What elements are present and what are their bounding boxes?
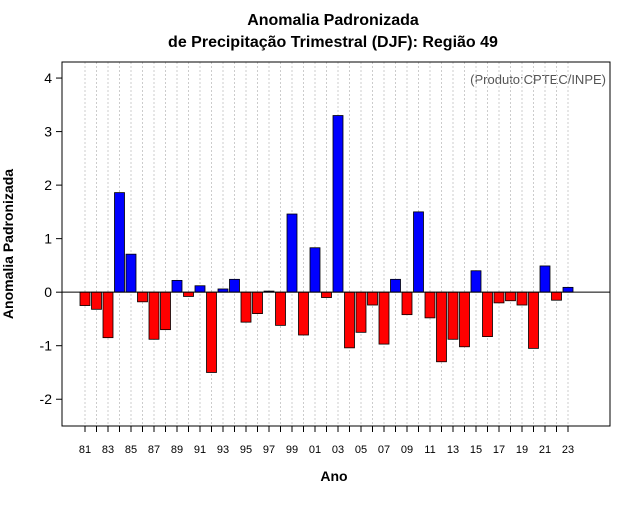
x-tick-label: 85	[125, 444, 137, 456]
bar-series	[79, 115, 574, 373]
bar-06	[367, 291, 378, 306]
bar-22	[551, 291, 562, 301]
x-tick-label: 09	[401, 444, 413, 456]
bar-13	[447, 291, 459, 340]
y-tick-label: 3	[44, 124, 52, 140]
bar-05	[355, 291, 367, 333]
bar-01	[309, 247, 321, 293]
bar-19	[516, 291, 528, 306]
bar-85	[125, 253, 137, 293]
bar-88	[160, 291, 171, 331]
x-tick-label: 87	[148, 444, 160, 456]
bar-98	[275, 291, 286, 326]
bar-23	[562, 286, 574, 293]
bar-11	[424, 291, 436, 319]
bar-87	[148, 291, 160, 340]
y-tick-label: 0	[44, 284, 52, 300]
bar-09	[401, 291, 413, 316]
x-tick-label: 83	[102, 444, 114, 456]
y-tick-label: 4	[44, 70, 52, 86]
x-tick-label: 81	[79, 444, 91, 456]
y-tick-label: -1	[40, 338, 53, 354]
y-tick-label: -2	[40, 391, 53, 407]
x-tick-label: 17	[493, 444, 505, 456]
x-tick-label: 19	[516, 444, 528, 456]
bar-16	[482, 291, 493, 338]
bar-84	[114, 192, 125, 293]
bar-91	[194, 285, 206, 293]
bar-89	[171, 279, 183, 293]
x-tick-label: 03	[332, 444, 344, 456]
x-tick-label: 01	[309, 444, 321, 456]
x-tick-label: 99	[286, 444, 298, 456]
grid-lines	[84, 62, 569, 426]
source-annotation: (Produto:CPTEC/INPE)	[470, 72, 606, 87]
bar-21	[539, 265, 551, 293]
bar-17	[493, 291, 505, 304]
x-tick-label: 05	[355, 444, 367, 456]
x-tick-label: 07	[378, 444, 390, 456]
bar-10	[413, 211, 424, 293]
x-tick-label: 91	[194, 444, 206, 456]
bar-82	[91, 291, 102, 310]
bar-02	[321, 291, 332, 298]
x-tick-label: 15	[470, 444, 482, 456]
bar-00	[298, 291, 309, 336]
bar-90	[183, 291, 194, 297]
x-tick-label: 23	[562, 444, 574, 456]
bar-95	[240, 291, 252, 323]
bar-18	[505, 291, 516, 302]
bar-12	[436, 291, 447, 363]
bar-96	[252, 291, 263, 314]
plot-frame	[61, 61, 611, 427]
chart-subtitle: de Precipitação Trimestral (DJF): Região…	[168, 34, 498, 51]
x-axis-title: Ano	[320, 468, 347, 484]
bar-20	[528, 291, 539, 349]
y-axis-title: Anomalia Padronizada	[0, 169, 16, 319]
bar-14	[459, 291, 470, 348]
x-tick-label: 21	[539, 444, 551, 456]
x-tick-label: 11	[424, 444, 435, 456]
bar-86	[137, 291, 148, 303]
bar-07	[378, 291, 390, 345]
x-tick-label: 95	[240, 444, 252, 456]
bar-99	[286, 213, 298, 293]
bar-15	[470, 270, 482, 293]
y-tick-label: 1	[44, 231, 52, 247]
x-tick-label: 93	[217, 444, 229, 456]
bar-92	[206, 291, 217, 373]
chart-title: Anomalia Padronizada	[247, 12, 419, 29]
bar-03	[332, 115, 344, 293]
y-axis: -2 -1 0 1 2 3 4	[40, 70, 62, 407]
x-axis: 81 83 85 87 89 91 93 95 97 99 01 03 05 07 09 11 13 15 17 19…	[79, 426, 574, 456]
y-tick-label: 2	[44, 177, 52, 193]
x-tick-label: 89	[171, 444, 183, 456]
x-tick-label: 97	[263, 444, 275, 456]
bar-04	[344, 291, 355, 349]
bar-83	[102, 291, 114, 339]
bar-81	[79, 291, 91, 306]
bar-94	[229, 278, 240, 293]
x-tick-label: 13	[447, 444, 459, 456]
bar-08	[390, 278, 401, 293]
